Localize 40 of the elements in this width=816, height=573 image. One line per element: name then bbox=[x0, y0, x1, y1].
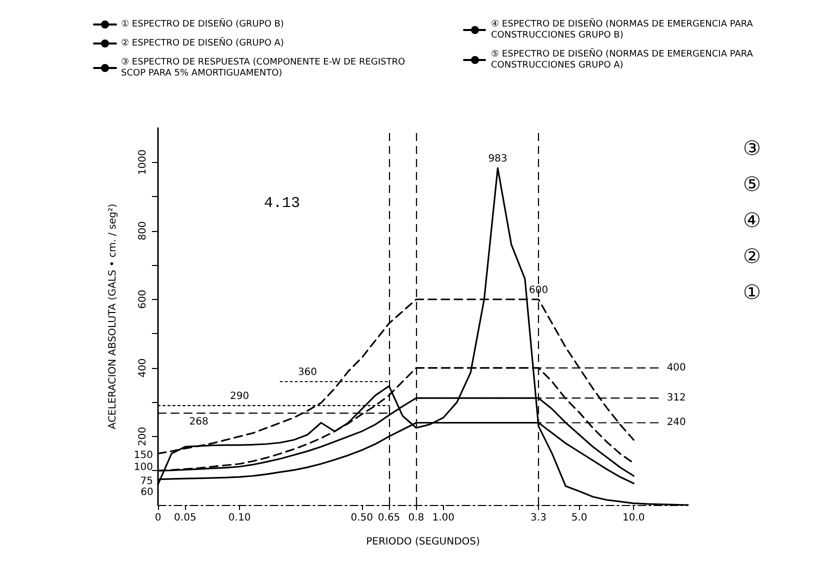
text: ④ bbox=[743, 208, 761, 232]
y-tick-label: 600 bbox=[138, 290, 148, 309]
y-axis-title: ACELERACION ABSOLUTA (GALS • cm. / seg²) bbox=[108, 204, 118, 430]
x-tick-label: 5.0 bbox=[571, 512, 588, 524]
legend-label: ① ESPECTRO DE DISEÑO (GRUPO B) bbox=[121, 18, 284, 30]
legend-label: ② ESPECTRO DE DISEÑO (GRUPO A) bbox=[121, 36, 284, 48]
text: ③ bbox=[743, 136, 761, 160]
data-label: 400 bbox=[666, 362, 686, 374]
x-tick-label: 0.05 bbox=[174, 512, 196, 524]
text: ⑤ bbox=[743, 172, 761, 196]
data-label: 75 bbox=[140, 476, 153, 487]
data-label: 360 bbox=[298, 367, 318, 378]
x-tick-label: 3.3 bbox=[530, 512, 546, 524]
data-label: 60 bbox=[140, 486, 154, 498]
x-tick-label: 0.65 bbox=[378, 512, 400, 524]
legend-label: ⑤ ESPECTRO DE DISEÑO (NORMAS DE EMERGENCIA PARA CONSTRUCCIONES GRUPO A) bbox=[491, 48, 756, 70]
data-label: 100 bbox=[134, 462, 153, 474]
text: ② bbox=[743, 244, 761, 268]
x-tick-label: 1.00 bbox=[432, 512, 455, 524]
data-label: 600 bbox=[528, 284, 548, 296]
data-label: 268 bbox=[189, 416, 208, 428]
x-tick-label: 0.10 bbox=[228, 512, 251, 524]
y-tick-label: 200 bbox=[138, 426, 148, 446]
legend-label: ④ ESPECTRO DE DISEÑO (NORMAS DE EMERGENCIA PARA CONSTRUCCIONES GRUPO B) bbox=[491, 18, 756, 40]
data-label: 240 bbox=[666, 417, 686, 428]
data-label: 312 bbox=[666, 392, 686, 404]
y-tick-label: 1000 bbox=[138, 150, 148, 175]
x-tick-label: 0 bbox=[154, 512, 162, 524]
annotation: 4.13 bbox=[264, 194, 300, 212]
y-tick-label: 800 bbox=[138, 221, 148, 240]
x-tick-label: 0.50 bbox=[350, 512, 373, 524]
data-label: 150 bbox=[134, 450, 153, 462]
text: ① bbox=[743, 280, 761, 304]
x-axis-title: PERIODO (SEGUNDOS) bbox=[366, 536, 480, 548]
data-label: 983 bbox=[488, 154, 508, 165]
x-tick-label: 0.8 bbox=[408, 512, 424, 524]
legend-label: ③ ESPECTRO DE RESPUESTA (COMPONENTE E-W DE REGISTRO SCOP PARA 5% AMORTIGUAMENTO) bbox=[121, 58, 408, 78]
data-label: 290 bbox=[230, 391, 250, 402]
x-tick-label: 10.0 bbox=[622, 512, 645, 524]
y-tick-label: 400 bbox=[138, 358, 148, 378]
